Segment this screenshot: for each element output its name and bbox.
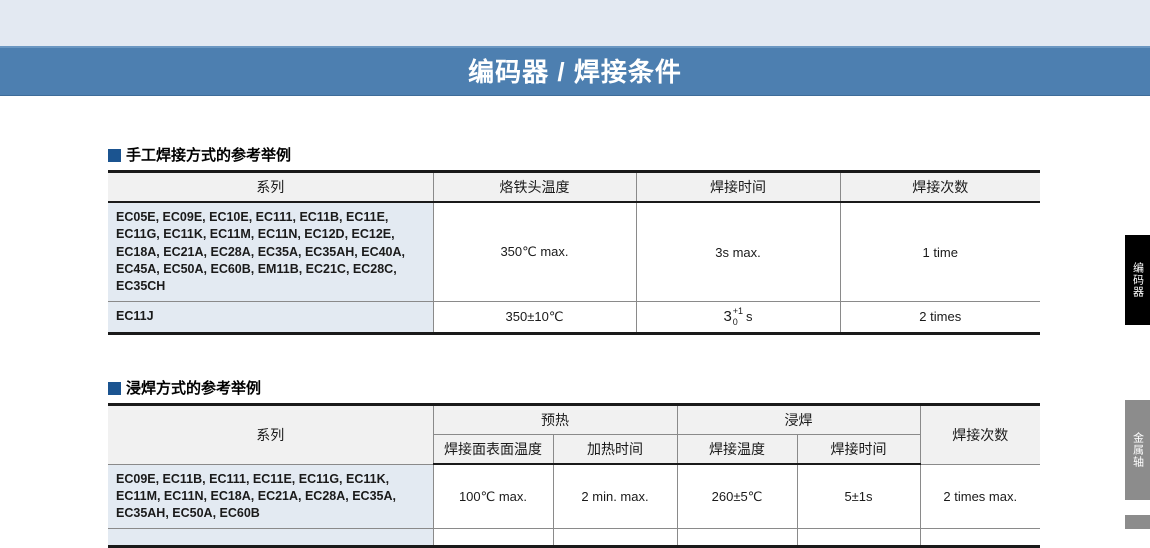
manual-soldering-table: 系列 烙铁头温度 焊接时间 焊接次数 EC05E, EC09E, EC10E, …: [108, 170, 1040, 335]
table-row: EC09E, EC11B, EC111, EC11E, EC11G, EC11K…: [108, 463, 1040, 530]
cell-solder-count: 1 time: [839, 201, 1040, 303]
col-header-preheat-time: 加热时间: [552, 434, 678, 465]
section-manual-soldering: 手工焊接方式的参考举例 系列 烙铁头温度 焊接时间 焊接次数 EC05E, EC: [108, 148, 1040, 335]
page-header-banner: 编码器 / 焊接条件: [0, 46, 1150, 96]
side-tab-metal-shaft-label: 金属轴: [1131, 432, 1144, 468]
col-group-header-preheat: 预热: [432, 404, 678, 435]
table-row: EC11J 350±10℃ 3 +1 0 s 2 times: [108, 301, 1040, 334]
col-header-tip-temperature: 烙铁头温度: [432, 171, 637, 203]
section-1-heading: 手工焊接方式的参考举例: [108, 148, 1040, 163]
cell-solder-time: 3s max.: [635, 201, 841, 303]
table-header-row: 系列 烙铁头温度 焊接时间 焊接次数: [108, 171, 1040, 203]
cell-preheat-time: [552, 528, 678, 548]
cell-solder-count: [919, 528, 1040, 548]
side-tab-metal-shaft[interactable]: 金属轴: [1125, 400, 1150, 500]
tolerance-lower: 0: [732, 316, 738, 327]
cell-series-list: EC09E, EC11B, EC111, EC11E, EC11G, EC11K…: [108, 463, 434, 530]
section-1-heading-label: 手工焊接方式的参考举例: [126, 147, 292, 164]
side-tab-rail: 编码器 金属轴: [1116, 0, 1150, 529]
cell-tip-temperature: 350±10℃: [432, 301, 637, 334]
tolerance-base: 3: [723, 308, 732, 326]
cell-dip-temp: 260±5℃: [676, 463, 798, 530]
table-header-row-bottom: 焊接面表面温度 加热时间 焊接温度 焊接时间: [108, 434, 1040, 465]
cell-dip-time: [796, 528, 921, 548]
cell-solder-count: 2 times: [839, 301, 1040, 334]
col-header-solder-count: 焊接次数: [839, 171, 1040, 203]
col-header-solder-time: 焊接时间: [635, 171, 841, 203]
col-header-solder-count: 焊接次数: [919, 404, 1040, 465]
col-header-dip-temp: 焊接温度: [676, 434, 798, 465]
side-tab-encoder-label: 编码器: [1131, 262, 1144, 298]
table-row: [108, 528, 1040, 548]
section-2-heading: 浸焊方式的参考举例: [108, 381, 1040, 396]
col-header-dip-time: 焊接时间: [796, 434, 920, 465]
dip-soldering-table: 系列 预热 浸焊 焊接次数 焊接面表面温度 加热时间 焊接温度 焊接时间 EC0…: [108, 403, 1040, 548]
section-dip-soldering: 浸焊方式的参考举例 系列 预热 浸焊 焊接次数 焊接面表面温度: [108, 381, 1040, 548]
col-group-header-dip: 浸焊: [676, 404, 921, 435]
page-top-strip: [0, 0, 1150, 46]
tolerance-notation: 3 +1 0 s: [723, 305, 753, 327]
cell-series-list: [108, 528, 434, 548]
cell-series-list: EC05E, EC09E, EC10E, EC111, EC11B, EC11E…: [108, 201, 434, 303]
side-tab-next[interactable]: [1125, 515, 1150, 529]
col-header-series: 系列: [108, 171, 434, 203]
col-header-preheat-surface-temp: 焊接面表面温度: [433, 434, 554, 465]
cell-preheat-surface-temp: 100℃ max.: [432, 463, 554, 530]
square-bullet-icon: [108, 382, 121, 395]
cell-solder-count: 2 times max.: [919, 463, 1040, 530]
square-bullet-icon: [108, 149, 121, 162]
cell-tip-temperature: 350℃ max.: [432, 201, 637, 303]
side-tab-encoder[interactable]: 编码器: [1125, 235, 1150, 325]
section-2-heading-label: 浸焊方式的参考举例: [126, 380, 262, 397]
cell-dip-time: 5±1s: [796, 463, 921, 530]
tolerance-stack: +1 0: [732, 305, 744, 327]
cell-solder-time: 3 +1 0 s: [635, 301, 841, 334]
page-title: 编码器 / 焊接条件: [468, 56, 682, 87]
cell-preheat-time: 2 min. max.: [552, 463, 678, 530]
cell-preheat-surface-temp: [432, 528, 554, 548]
col-header-series: 系列: [108, 404, 434, 465]
cell-dip-temp: [676, 528, 798, 548]
tolerance-unit: s: [746, 309, 753, 325]
cell-series-list: EC11J: [108, 301, 434, 334]
tolerance-upper: +1: [732, 305, 744, 316]
table-row: EC05E, EC09E, EC10E, EC111, EC11B, EC11E…: [108, 201, 1040, 303]
table-header-row-top: 系列 预热 浸焊 焊接次数: [108, 404, 1040, 465]
